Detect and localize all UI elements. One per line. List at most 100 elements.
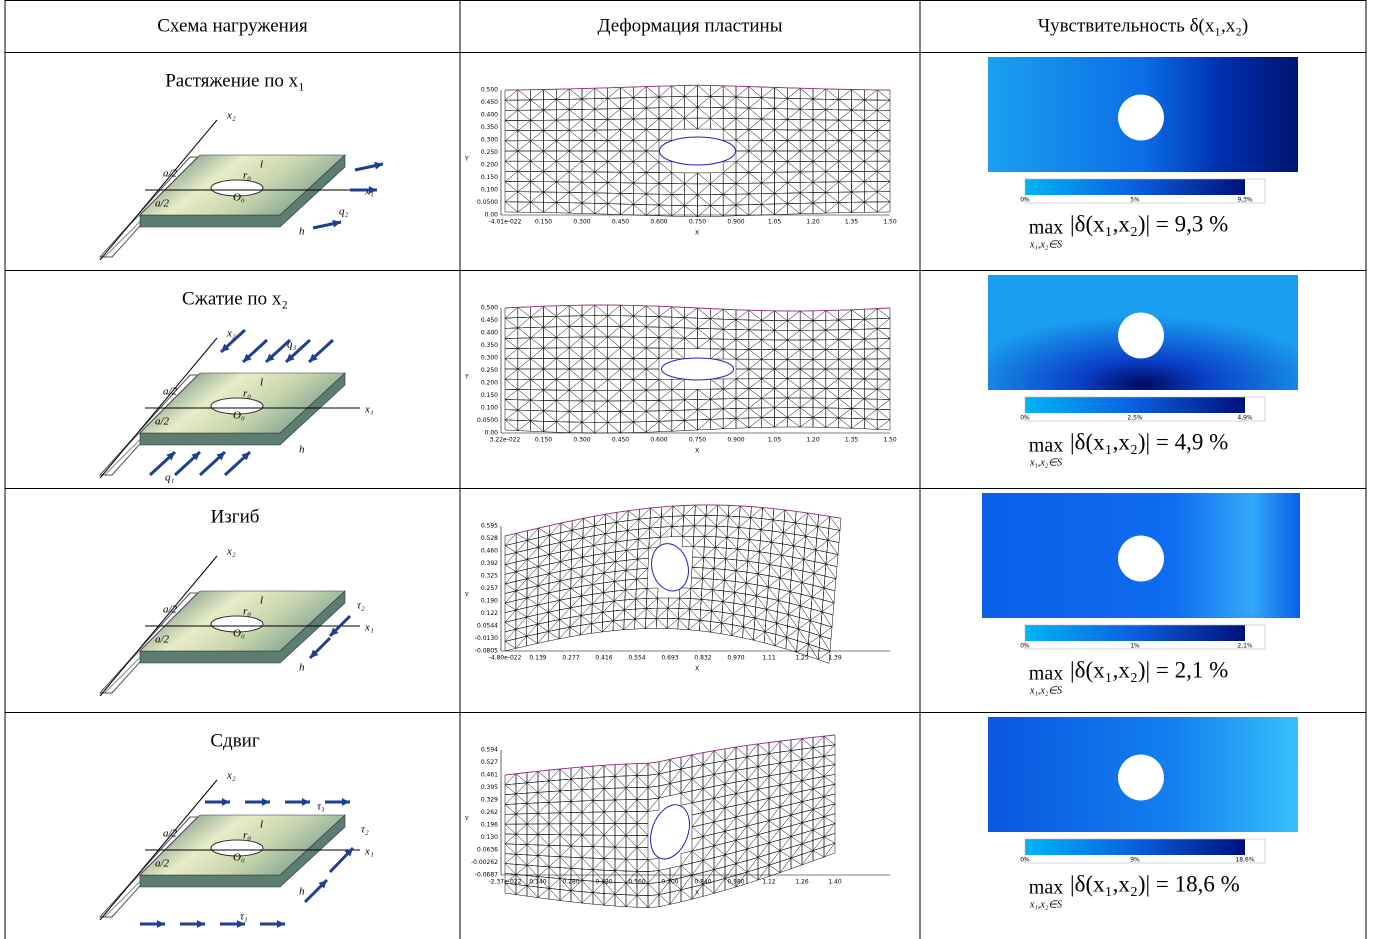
x-tick-label: 0.900 [727,219,744,226]
arrow-head [197,920,205,928]
y-tick-label: 0.461 [481,772,498,779]
scheme-label: h [299,886,305,898]
x-tick-label: 0.600 [650,219,667,226]
x-tick-label: 0.300 [573,219,590,226]
scheme-label: x₂ [226,110,236,122]
heatmap-hole [1118,313,1164,359]
colorbar [1025,839,1245,855]
y-tick-label: 0.250 [481,367,498,374]
y-tick-label: 0.0500 [477,199,498,206]
scheme-label: a/2 [163,168,178,180]
scheme-label: l [260,377,263,389]
scheme-title: Сдвиг [210,730,259,751]
arrow-head [342,798,350,806]
arrow-head [222,798,230,806]
mesh-plot: 0.5950.5280.4600.3920.3250.2570.1900.122… [464,505,890,673]
scheme-label: x₂ [226,770,236,782]
y-tick-label: 0.100 [481,187,498,194]
y-tick-label: 0.250 [481,149,498,156]
scheme-label: O₀ [233,628,245,640]
y-tick-label: 0.400 [481,330,498,337]
y-tick-label: 0.350 [481,124,498,131]
y-tick-label: 0.300 [481,137,498,144]
colorbar [1025,179,1245,195]
colorbar [1025,625,1245,641]
colorbar-label: 1% [1130,643,1140,650]
x-tick-label: 1.35 [845,437,859,444]
colorbar-label: 4,9% [1237,415,1253,422]
scheme-label: τ₂ [361,824,369,836]
heatmap-hole [1118,536,1164,582]
y-tick-label: -0.0805 [475,648,498,655]
x-tick-label: -4.80e-022 [489,655,522,662]
y-tick-label: 0.450 [481,317,498,324]
heatmap-hole [1118,95,1164,141]
heatmap-hole [1118,755,1164,801]
x-axis-label: X [695,666,699,673]
scheme-label: τ₂ [357,600,365,612]
y-tick-label: 0.325 [481,573,498,580]
arrow-head [302,798,310,806]
y-tick-label: 0.190 [481,598,498,605]
formula-expression: |δ(x₁,x₂)| = 2,1 % [1070,657,1228,682]
scheme-label: x₁ [364,404,374,416]
scheme-label: l [260,595,263,607]
scheme-label: x₁ [364,622,374,634]
x-tick-label: 0.900 [727,437,744,444]
y-tick-label: 0.450 [481,99,498,106]
scheme-label: h [299,226,305,238]
scheme-label: x₂ [226,546,236,558]
y-tick-label: -0.00262 [471,859,498,866]
y-tick-label: 0.200 [481,162,498,169]
scheme-label: h [299,444,305,456]
arrow-head [262,798,270,806]
x-tick-label: 1.05 [768,219,782,226]
colorbar-label: 9,3% [1237,197,1253,204]
scheme-label: q₁ [165,472,175,484]
x-tick-label: 1.40 [828,879,842,886]
x-tick-label: 3.22e-022 [490,437,521,444]
y-tick-label: 0.300 [481,355,498,362]
mesh-plot: 0.5940.5270.4610.3950.3290.2620.1960.130… [464,735,890,908]
formula-subscript: x₁,x₂∈S [1029,685,1062,696]
scheme-label: r₀ [243,830,251,842]
scheme-label: h [299,662,305,674]
formula-max: max [1029,877,1063,899]
y-tick-label: 0.0544 [477,623,498,630]
colorbar-label: 5% [1130,197,1140,204]
x-tick-label: 1.05 [768,437,782,444]
scheme-label: q₂ [339,206,349,218]
y-tick-label: 0.594 [481,747,498,754]
y-tick-label: 0.500 [481,305,498,312]
scheme-label: l [260,819,263,831]
y-tick-label: 0.122 [481,610,498,617]
scheme-label: a/2 [163,386,178,398]
colorbar-label: 0% [1020,857,1030,864]
x-tick-label: 0.554 [628,655,645,662]
y-axis-label: Y [464,155,469,162]
mesh-plot: 0.5000.4500.4000.3500.3000.2500.2000.150… [464,85,897,236]
y-tick-label: 0.400 [481,112,498,119]
formula-subscript: x₁,x₂∈S [1029,457,1062,468]
x-tick-label: 0.750 [689,437,706,444]
scheme-label: x₁ [364,846,374,858]
scheme-label: a/2 [163,828,178,840]
scheme-title: Сжатие по x₂ [182,288,288,309]
y-tick-label: 0.392 [481,560,498,567]
y-tick-label: 0.257 [481,585,498,592]
formula-max: max [1029,435,1063,457]
loading-scheme: Сдвигx₂x₁la/2a/2r₀O₀hτ₃τ₂τ₁ [100,730,374,928]
mesh-plot: 0.5000.4500.4000.3500.3000.2500.2000.150… [464,305,897,455]
x-tick-label: 1.50 [883,437,897,444]
y-tick-label: 0.350 [481,342,498,349]
y-tick-label: 0.0636 [477,847,498,854]
y-tick-label: 0.460 [481,548,498,555]
y-tick-label: -0.0687 [475,872,498,879]
scheme-label: O₀ [233,410,245,422]
y-tick-label: 0.0500 [477,417,498,424]
